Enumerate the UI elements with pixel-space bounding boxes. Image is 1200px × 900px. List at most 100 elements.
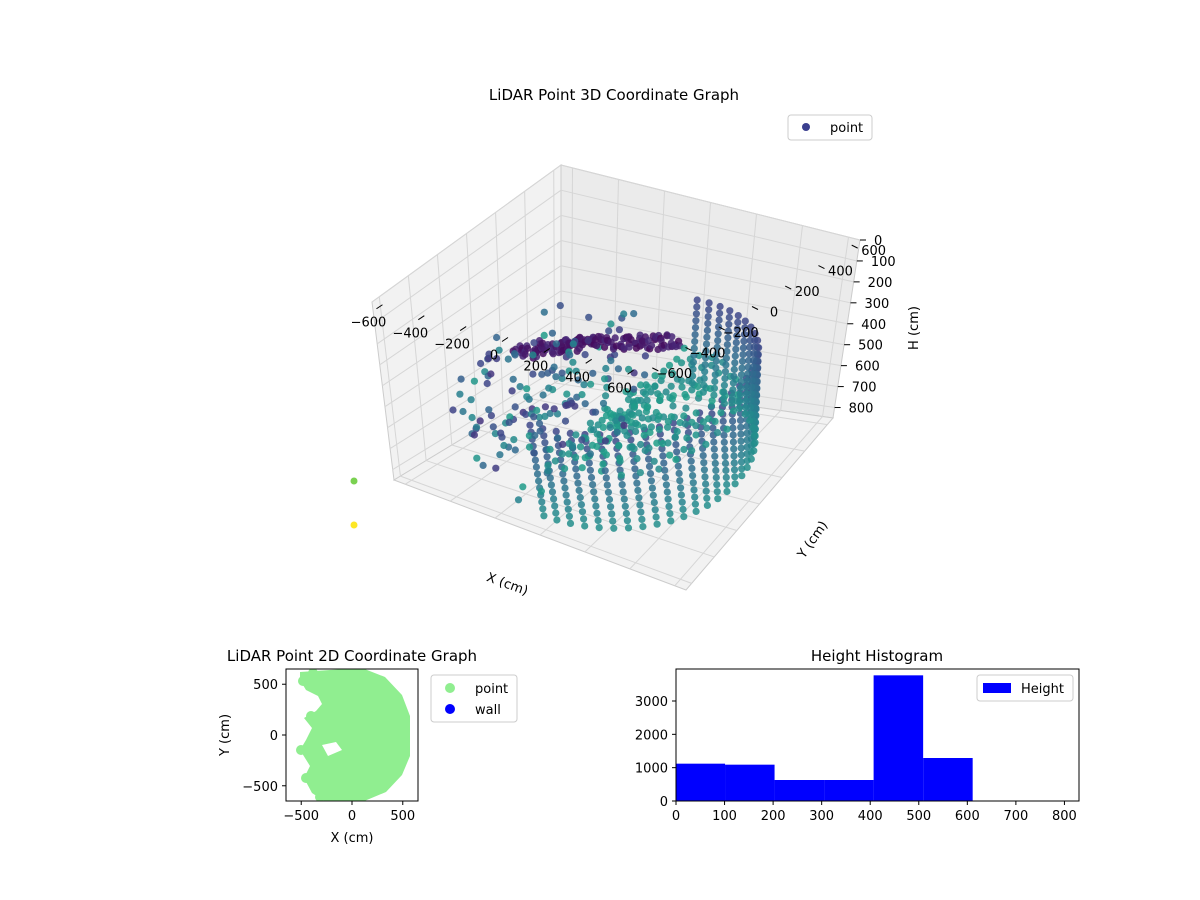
point-3d xyxy=(586,419,595,427)
point-3d xyxy=(726,307,734,315)
point-3d xyxy=(720,388,728,396)
x-tick-label-histogram: 600 xyxy=(955,809,980,824)
point-3d xyxy=(619,488,627,496)
point-3d xyxy=(558,450,566,458)
point-3d xyxy=(489,423,497,431)
chart-3d-title: LiDAR Point 3D Coordinate Graph xyxy=(489,86,739,104)
point-3d xyxy=(546,445,554,453)
point-3d xyxy=(510,436,518,444)
point-3d xyxy=(592,502,600,510)
point-3d xyxy=(587,473,596,482)
point-3d xyxy=(616,407,624,415)
point-3d xyxy=(630,403,638,411)
point-3d xyxy=(667,382,675,390)
point-3d xyxy=(653,439,661,447)
point-3d xyxy=(558,369,566,377)
point-3d xyxy=(641,371,649,379)
point-3d xyxy=(709,424,717,432)
point-3d xyxy=(581,522,589,530)
point-3d xyxy=(656,396,664,404)
point-3d xyxy=(641,352,650,360)
point-3d xyxy=(703,501,712,509)
point-3d xyxy=(618,481,626,489)
point-3d xyxy=(487,370,495,378)
point-3d xyxy=(593,442,601,451)
point-3d xyxy=(516,383,524,391)
point-3d xyxy=(687,457,695,465)
point-3d xyxy=(492,464,500,472)
point-3d xyxy=(708,397,716,405)
y-axis-label-2d: Y (cm) xyxy=(218,714,233,757)
point-3d xyxy=(496,451,504,459)
point-3d xyxy=(618,415,626,423)
point-3d xyxy=(702,354,710,362)
point-3d xyxy=(523,393,531,401)
point-3d xyxy=(689,472,697,480)
point-3d xyxy=(688,447,696,455)
point-3d xyxy=(650,498,658,507)
point-3d xyxy=(637,440,645,449)
point-3d xyxy=(680,344,688,352)
point-3d xyxy=(678,383,686,391)
point-3d xyxy=(563,498,571,506)
z-tick-label-3d: 700 xyxy=(852,381,877,396)
point-3d xyxy=(747,323,755,331)
point-3d xyxy=(605,327,613,335)
point-3d xyxy=(737,384,745,392)
point-3d xyxy=(701,368,709,376)
point-3d xyxy=(553,410,562,418)
point-3d xyxy=(651,506,659,514)
point-3d xyxy=(630,369,638,377)
histogram-bars xyxy=(676,675,973,801)
point-3d xyxy=(646,428,654,436)
point-3d xyxy=(530,449,538,457)
point-3d xyxy=(599,399,608,407)
point-3d xyxy=(483,379,491,388)
point-3d xyxy=(531,431,539,440)
y-tick-label-histogram: 1000 xyxy=(635,762,668,777)
point-3d xyxy=(651,372,659,380)
point-3d xyxy=(560,477,568,485)
point-3d xyxy=(504,355,512,363)
point-3d xyxy=(738,465,746,473)
x-tick-label-histogram: 0 xyxy=(672,809,680,824)
point-3d xyxy=(561,484,569,492)
point-3d xyxy=(576,493,584,502)
point-3d xyxy=(569,340,577,348)
z-tick-label-3d: 0 xyxy=(874,234,882,249)
legend-point-label: point xyxy=(475,682,508,697)
point-3d xyxy=(550,405,558,413)
point-3d xyxy=(731,480,739,488)
point-3d xyxy=(699,418,708,426)
point-3d xyxy=(750,343,758,351)
point-3d xyxy=(580,515,588,523)
point-3d xyxy=(505,418,513,426)
point-3d xyxy=(702,340,711,348)
point-3d xyxy=(616,457,624,465)
y-axis-histogram: 0 1000 2000 3000 xyxy=(635,695,676,810)
point-3d xyxy=(720,381,729,389)
point-3d xyxy=(738,364,746,372)
point-3d xyxy=(673,355,681,363)
point-3d xyxy=(689,479,697,487)
point-3d xyxy=(521,350,529,358)
point-3d xyxy=(747,390,755,398)
point-3d xyxy=(610,524,618,532)
point-3d xyxy=(688,379,696,387)
point-3d xyxy=(472,423,481,431)
point-3d xyxy=(721,368,730,376)
point-3d xyxy=(749,370,757,378)
point-3d xyxy=(689,372,697,380)
z-tick-label-3d: 400 xyxy=(861,318,886,333)
point-3d xyxy=(715,316,723,324)
point-3d xyxy=(645,455,653,463)
point-3d xyxy=(581,351,589,359)
point-3d xyxy=(594,516,602,525)
point-3d xyxy=(585,459,593,467)
point-3d xyxy=(572,453,580,461)
point-3d xyxy=(725,313,733,322)
point-3d xyxy=(529,351,537,359)
point-3d xyxy=(721,374,729,383)
point-3d xyxy=(649,491,657,499)
point-3d xyxy=(746,416,754,425)
